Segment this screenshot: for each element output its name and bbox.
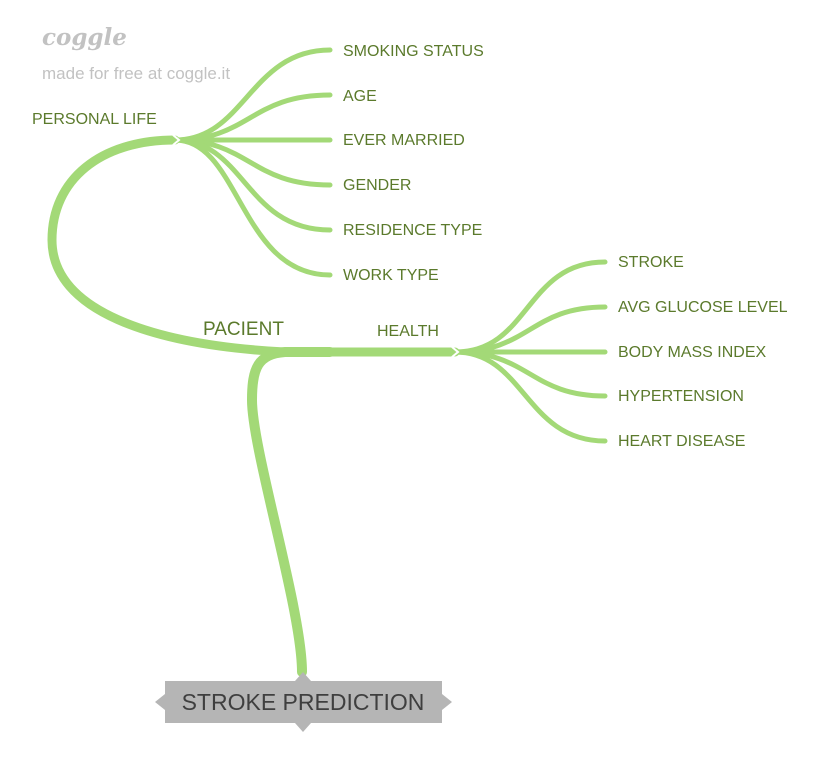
leaf-avg-glucose-level[interactable]: AVG GLUCOSE LEVEL (618, 299, 788, 316)
pacient-label[interactable]: PACIENT (203, 319, 284, 340)
personal-life-node-chevron-icon (172, 134, 181, 146)
leaf-branch-avg-glucose-level (452, 304, 608, 355)
personal-life-leaf-branches (172, 47, 333, 278)
leaf-branch-hypertension (452, 349, 608, 399)
leaf-age[interactable]: AGE (343, 88, 377, 105)
root-to-pacient-branch (247, 347, 335, 677)
leaf-branch-heart-disease (452, 349, 608, 444)
leaf-stroke[interactable]: STROKE (618, 254, 684, 271)
personal-life-label[interactable]: PERSONAL LIFE (32, 111, 157, 128)
leaf-branch-age (172, 92, 333, 143)
leaf-branch-residence-type (172, 137, 333, 233)
root-node-box (155, 672, 452, 732)
leaf-gender[interactable]: GENDER (343, 177, 411, 194)
leaf-body-mass-index[interactable]: BODY MASS INDEX (618, 344, 767, 361)
leaf-heart-disease[interactable]: HEART DISEASE (618, 433, 745, 450)
coggle-logo: coggle (42, 24, 127, 51)
health-label[interactable]: HEALTH (377, 323, 439, 340)
root-node[interactable]: STROKE PREDICTION (155, 672, 452, 732)
leaf-branch-work-type (172, 137, 333, 278)
leaf-hypertension[interactable]: HYPERTENSION (618, 388, 744, 405)
health-node-chevron-icon (451, 346, 460, 358)
leaf-ever-married[interactable]: EVER MARRIED (343, 132, 465, 149)
coggle-watermark-caption: made for free at coggle.it (42, 64, 230, 83)
leaf-residence-type[interactable]: RESIDENCE TYPE (343, 222, 482, 239)
health-leaf-branches (452, 259, 608, 444)
leaf-work-type[interactable]: WORK TYPE (343, 267, 439, 284)
root-node-label: STROKE PREDICTION (182, 689, 425, 715)
leaf-smoking-status[interactable]: SMOKING STATUS (343, 43, 484, 60)
pacient-to-personal-life-branch (47, 135, 290, 357)
